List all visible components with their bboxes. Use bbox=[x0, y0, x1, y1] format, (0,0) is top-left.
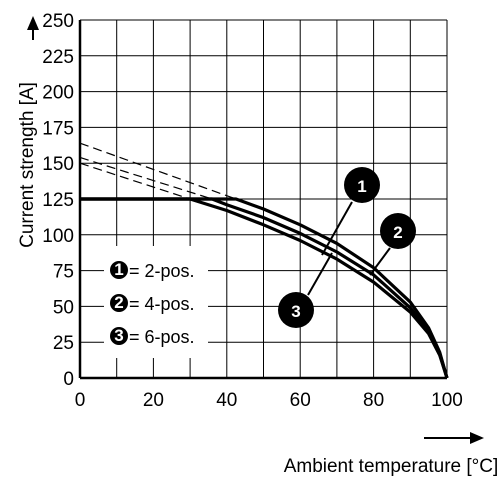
callout-marker-number: 3 bbox=[291, 302, 300, 321]
legend-marker-number: 2 bbox=[114, 293, 123, 312]
y-tick-label: 125 bbox=[42, 190, 74, 211]
callout-marker-3 bbox=[278, 292, 314, 328]
callout-marker-2 bbox=[380, 213, 416, 249]
y-tick-label: 150 bbox=[42, 154, 74, 175]
legend-marker-1 bbox=[110, 261, 128, 279]
y-tick-label: 100 bbox=[42, 226, 74, 247]
curve-markers: 1 2 3 bbox=[278, 167, 416, 328]
x-axis-arrow bbox=[424, 432, 484, 444]
y-axis-arrow bbox=[27, 16, 39, 40]
legend: 1 = 2-pos. 2 = 4-pos. 3 = 6-pos. bbox=[104, 246, 208, 358]
series-lines bbox=[80, 197, 449, 379]
x-tick-label: 20 bbox=[143, 390, 164, 411]
x-tick-label: 40 bbox=[216, 390, 237, 411]
y-tick-label: 75 bbox=[53, 262, 74, 283]
y-tick-label: 50 bbox=[53, 297, 74, 318]
y-tick-label: 25 bbox=[53, 333, 74, 354]
legend-marker-number: 3 bbox=[114, 326, 123, 345]
callout-marker-number: 2 bbox=[393, 223, 402, 242]
y-tick-label: 200 bbox=[42, 83, 74, 104]
dashed-extrapolation bbox=[79, 156, 213, 200]
dashed-extrapolation-lines bbox=[79, 142, 237, 200]
x-tick-label: 0 bbox=[75, 390, 86, 411]
legend-marker-2 bbox=[110, 294, 128, 312]
callout-marker-1 bbox=[344, 167, 380, 203]
callout-marker-number: 1 bbox=[357, 177, 366, 196]
x-tick-label: 80 bbox=[363, 390, 384, 411]
x-tick-label: 60 bbox=[290, 390, 311, 411]
series-line-3 bbox=[80, 197, 449, 379]
callout-leader-1 bbox=[321, 201, 353, 256]
callout-leader-3 bbox=[307, 252, 333, 296]
x-axis-title: Ambient temperature [°C] bbox=[284, 456, 499, 477]
y-tick-label: 175 bbox=[42, 118, 74, 139]
tick-labels: 0 25 50 75 100 125 150 175 200 225 250 0 20 40 60 80 100 bbox=[42, 11, 463, 411]
x-tick-label: 100 bbox=[431, 390, 463, 411]
legend-label: = 6-pos. bbox=[129, 327, 195, 347]
y-axis-title: Current strength [A] bbox=[17, 82, 38, 248]
legend-label: = 2-pos. bbox=[129, 261, 195, 281]
dashed-extrapolation bbox=[79, 162, 191, 200]
y-tick-label: 225 bbox=[42, 47, 74, 68]
dashed-extrapolation bbox=[79, 142, 237, 200]
legend-label: = 4-pos. bbox=[129, 294, 195, 314]
y-tick-label: 250 bbox=[42, 11, 74, 32]
legend-marker-number: 1 bbox=[114, 260, 123, 279]
callout-leader-2 bbox=[369, 247, 391, 276]
legend-marker-3 bbox=[110, 327, 128, 345]
y-tick-label: 0 bbox=[63, 369, 74, 390]
